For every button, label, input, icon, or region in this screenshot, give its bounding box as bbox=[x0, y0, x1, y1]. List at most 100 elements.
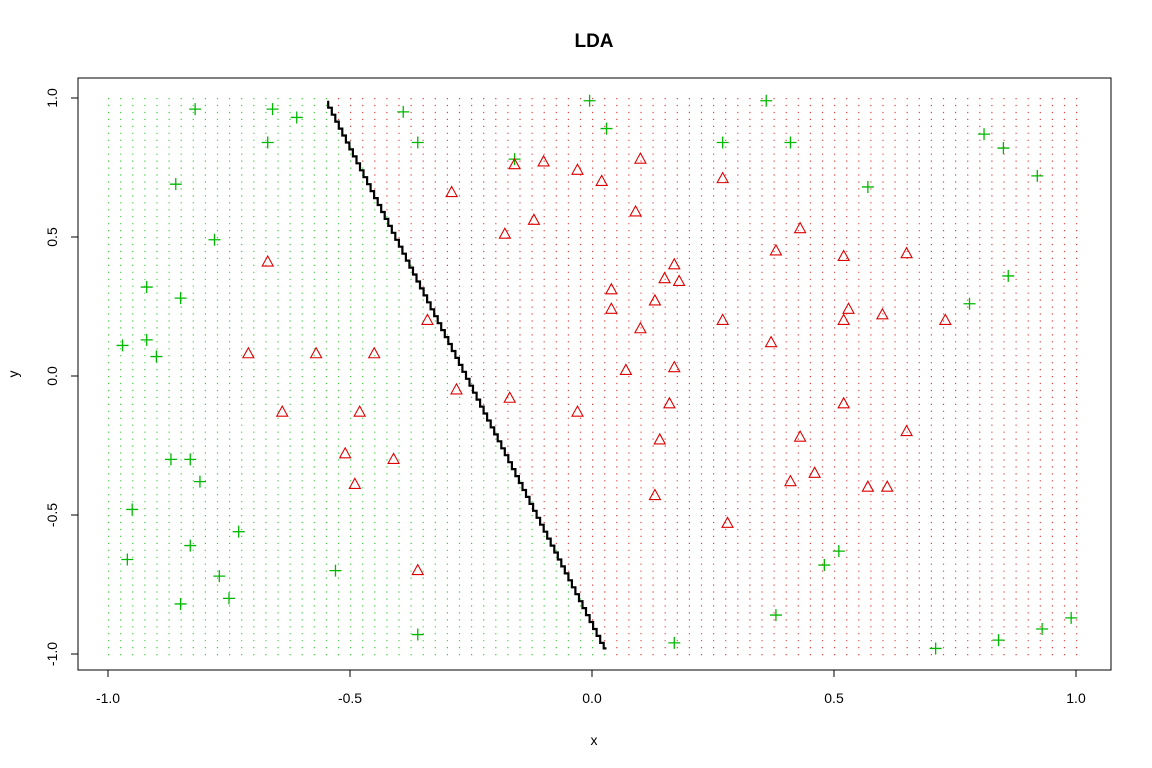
triangle-point bbox=[571, 163, 584, 175]
plus-point bbox=[140, 333, 153, 346]
triangle-point bbox=[508, 157, 521, 170]
plus-point bbox=[116, 339, 129, 352]
triangle-point bbox=[658, 271, 672, 284]
triangle-point bbox=[633, 152, 647, 164]
plus-point bbox=[760, 94, 773, 107]
triangle-point bbox=[445, 185, 459, 198]
triangle-point bbox=[769, 243, 783, 256]
triangle-point bbox=[604, 282, 618, 295]
plus-point bbox=[164, 453, 177, 466]
triangle-point bbox=[629, 204, 642, 217]
triangle-point bbox=[353, 404, 367, 417]
plus-point bbox=[213, 570, 226, 583]
plus-point bbox=[832, 545, 845, 558]
triangle-point bbox=[595, 174, 609, 186]
plus-point bbox=[169, 178, 182, 191]
plus-point bbox=[261, 136, 274, 149]
y-tick-label: 0.5 bbox=[44, 227, 60, 247]
plus-point bbox=[929, 642, 942, 655]
triangle-point bbox=[900, 424, 914, 437]
plus-point bbox=[184, 539, 197, 552]
triangle-point bbox=[604, 302, 618, 314]
triangle-point bbox=[667, 360, 681, 373]
plus-point bbox=[978, 128, 991, 141]
triangle-point bbox=[716, 171, 730, 184]
plus-point bbox=[1065, 611, 1078, 624]
plus-point bbox=[174, 292, 187, 305]
x-tick-label: -0.5 bbox=[338, 690, 362, 706]
plus-point bbox=[397, 105, 410, 118]
plus-point bbox=[1002, 269, 1015, 282]
triangle-point bbox=[571, 404, 584, 417]
plus-point bbox=[184, 453, 197, 466]
triangle-point bbox=[633, 321, 647, 334]
triangle-point bbox=[537, 154, 551, 167]
triangle-point bbox=[411, 563, 425, 576]
triangle-point bbox=[764, 335, 778, 348]
plus-point bbox=[150, 350, 163, 363]
triangle-point bbox=[421, 313, 434, 325]
triangle-point bbox=[716, 313, 730, 325]
triangle-point bbox=[348, 477, 362, 489]
y-axis: -1.0 -0.5 0.0 0.5 1.0 bbox=[44, 88, 79, 666]
triangle-point bbox=[648, 293, 662, 306]
triangle-point bbox=[837, 249, 851, 262]
chart-title: LDA bbox=[574, 31, 613, 52]
plus-point bbox=[992, 634, 1005, 647]
triangle-point bbox=[241, 346, 255, 359]
plus-point bbox=[223, 592, 235, 605]
triangle-point bbox=[619, 363, 633, 375]
x-tick-label: 0.5 bbox=[824, 690, 844, 706]
plus-point bbox=[963, 297, 976, 310]
plus-point bbox=[997, 142, 1010, 155]
triangle-point bbox=[837, 396, 851, 409]
triangle-point bbox=[793, 430, 807, 442]
plus-point bbox=[411, 136, 424, 149]
plus-point bbox=[668, 636, 681, 649]
plus-point bbox=[329, 564, 342, 577]
grid-region-triangle bbox=[337, 98, 1078, 656]
y-tick-label: 1.0 bbox=[44, 88, 60, 108]
x-axis-label: x bbox=[591, 732, 598, 748]
triangle-point bbox=[527, 213, 541, 225]
plus-point bbox=[818, 559, 831, 572]
triangle-point bbox=[498, 227, 512, 239]
prediction-grid bbox=[108, 98, 1078, 656]
triangle-point bbox=[793, 221, 807, 234]
triangle-point bbox=[721, 516, 734, 528]
plus-point bbox=[1031, 169, 1044, 182]
plus-point bbox=[232, 525, 245, 538]
triangle-point bbox=[653, 432, 667, 445]
triangle-point bbox=[367, 346, 381, 359]
plus-point bbox=[140, 281, 153, 294]
triangle-point bbox=[808, 466, 822, 478]
triangle-point bbox=[672, 274, 686, 287]
plus-point bbox=[189, 103, 202, 116]
triangle-point bbox=[450, 382, 463, 395]
triangle-point bbox=[387, 452, 400, 464]
x-tick-label: 1.0 bbox=[1066, 690, 1086, 706]
triangle-point bbox=[648, 488, 662, 501]
data-points bbox=[116, 94, 1078, 655]
y-tick-label: -0.5 bbox=[44, 503, 60, 527]
triangle-point bbox=[880, 480, 894, 492]
plus-point bbox=[290, 111, 303, 124]
triangle-point bbox=[667, 257, 681, 270]
y-axis-label: y bbox=[5, 371, 21, 378]
triangle-point bbox=[842, 302, 855, 314]
plus-point bbox=[266, 103, 279, 116]
triangle-point bbox=[309, 346, 323, 359]
triangle-point bbox=[663, 396, 676, 409]
plus-point bbox=[716, 136, 729, 149]
y-tick-label: 0.0 bbox=[44, 366, 60, 386]
triangle-point bbox=[503, 391, 517, 403]
plus-point bbox=[411, 628, 424, 641]
x-axis: -1.0 -0.5 0.0 0.5 1.0 bbox=[96, 669, 1086, 706]
decision-boundary bbox=[327, 100, 607, 650]
x-tick-label: -1.0 bbox=[96, 690, 120, 706]
plus-point bbox=[583, 94, 596, 107]
x-tick-label: 0.0 bbox=[582, 690, 602, 706]
triangle-point bbox=[784, 474, 797, 487]
plus-point bbox=[126, 503, 139, 516]
